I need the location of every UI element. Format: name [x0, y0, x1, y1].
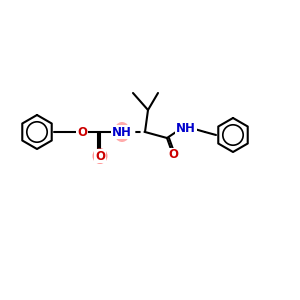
Text: NH: NH	[112, 125, 132, 139]
Ellipse shape	[92, 148, 107, 164]
Text: NH: NH	[176, 122, 196, 134]
Text: O: O	[168, 148, 178, 161]
Ellipse shape	[114, 122, 130, 142]
Text: O: O	[77, 125, 87, 139]
Text: O: O	[95, 149, 105, 163]
